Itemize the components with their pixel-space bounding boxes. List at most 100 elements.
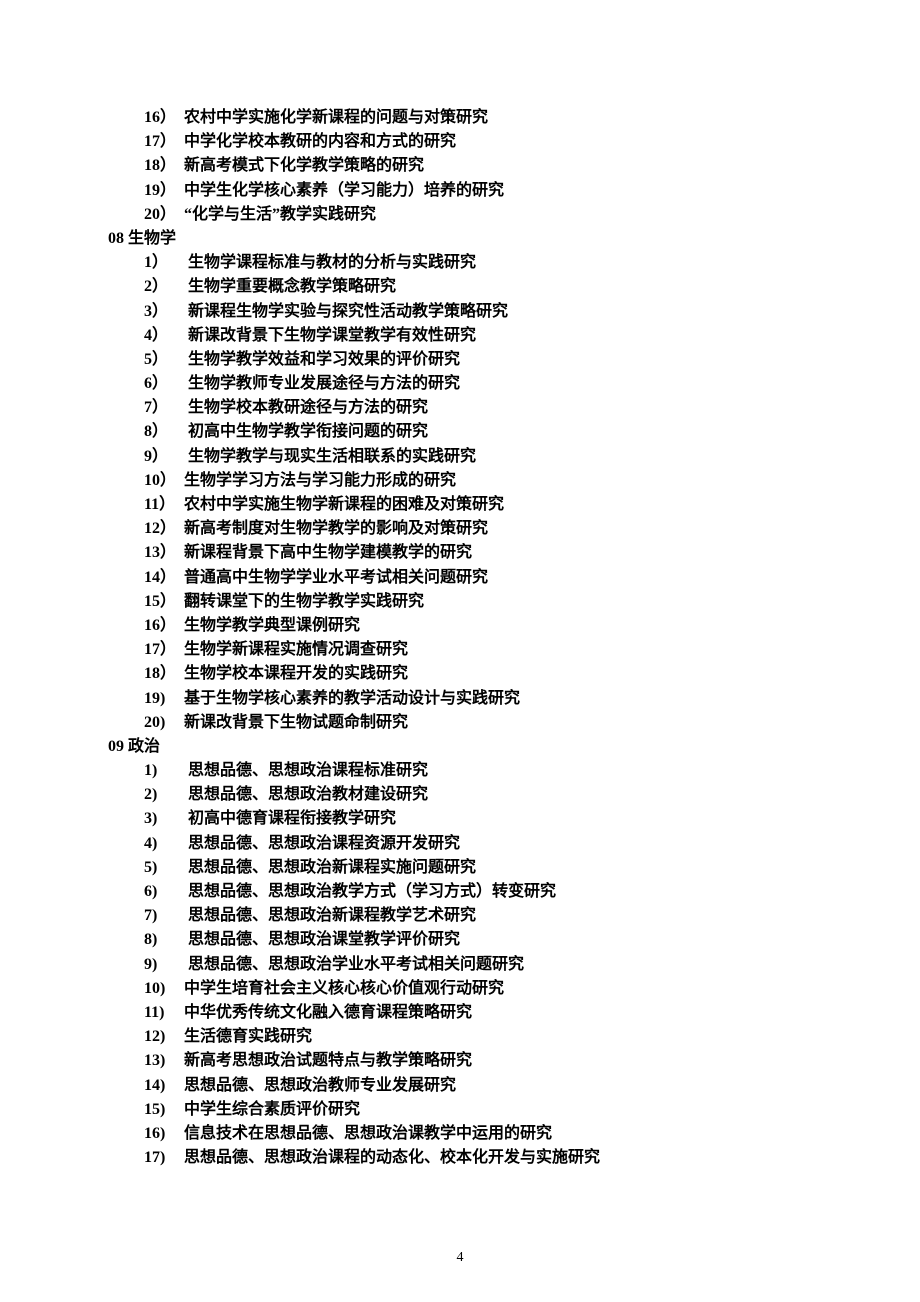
s08-item: 16）生物学教学典型课例研究	[108, 618, 812, 634]
s08-item: 15）翻转课堂下的生物学教学实践研究	[108, 594, 812, 610]
s09-item: 16)信息技术在思想品德、思想政治课教学中运用的研究	[108, 1126, 812, 1142]
s09-item-text: 思想品德、思想政治教学方式（学习方式）转变研究	[188, 884, 556, 900]
intro-item: 16）农村中学实施化学新课程的问题与对策研究	[108, 110, 812, 126]
s09-item: 14)思想品德、思想政治教师专业发展研究	[108, 1078, 812, 1094]
s08-item-number: 9）	[144, 449, 188, 465]
s08-item: 8）初高中生物学教学衔接问题的研究	[108, 424, 812, 440]
s08-item-text: 生物学课程标准与教材的分析与实践研究	[188, 255, 476, 271]
s08-item: 17）生物学新课程实施情况调查研究	[108, 642, 812, 658]
s09-item-number: 12)	[144, 1029, 184, 1045]
s09-item: 11)中华优秀传统文化融入德育课程策略研究	[108, 1005, 812, 1021]
section-08-list: 1）生物学课程标准与教材的分析与实践研究2）生物学重要概念教学策略研究3）新课程…	[108, 255, 812, 731]
s09-item-text: 中学生综合素质评价研究	[184, 1102, 360, 1118]
s09-item-text: 思想品德、思想政治教师专业发展研究	[184, 1078, 456, 1094]
s09-item-number: 10)	[144, 981, 184, 997]
s08-item-text: 初高中生物学教学衔接问题的研究	[188, 424, 428, 440]
s08-item-text: 生物学校本课程开发的实践研究	[184, 666, 408, 682]
s08-item-text: 翻转课堂下的生物学教学实践研究	[184, 594, 424, 610]
s09-item-text: 思想品德、思想政治课程标准研究	[188, 763, 428, 779]
s08-item-number: 5）	[144, 352, 188, 368]
s08-item: 3）新课程生物学实验与探究性活动教学策略研究	[108, 304, 812, 320]
s09-item-number: 8)	[144, 932, 188, 948]
s09-item: 6)思想品德、思想政治教学方式（学习方式）转变研究	[108, 884, 812, 900]
intro-item-text: 新高考模式下化学教学策略的研究	[184, 158, 424, 174]
s08-item-number: 13）	[144, 545, 184, 561]
intro-item-number: 19）	[144, 183, 184, 199]
intro-item-text: 中学化学校本教研的内容和方式的研究	[184, 134, 456, 150]
s08-item-text: 生物学校本教研途径与方法的研究	[188, 400, 428, 416]
intro-item: 18）新高考模式下化学教学策略的研究	[108, 158, 812, 174]
intro-list: 16）农村中学实施化学新课程的问题与对策研究 17）中学化学校本教研的内容和方式的…	[108, 110, 812, 223]
s09-item-number: 15)	[144, 1102, 184, 1118]
s08-item-number: 16）	[144, 618, 184, 634]
section-09-list: 1)思想品德、思想政治课程标准研究2)思想品德、思想政治教材建设研究3)初高中德…	[108, 763, 812, 1166]
section-08-heading: 08 生物学	[108, 231, 812, 247]
s08-item: 18）生物学校本课程开发的实践研究	[108, 666, 812, 682]
s08-item-text: 生物学学习方法与学习能力形成的研究	[184, 473, 456, 489]
s08-item-number: 6）	[144, 376, 188, 392]
s08-item-number: 18）	[144, 666, 184, 682]
s09-item-text: 生活德育实践研究	[184, 1029, 312, 1045]
s08-item-text: 基于生物学核心素养的教学活动设计与实践研究	[184, 691, 520, 707]
s08-item: 11）农村中学实施生物学新课程的困难及对策研究	[108, 497, 812, 513]
s09-item: 5)思想品德、思想政治新课程实施问题研究	[108, 860, 812, 876]
s08-item-number: 1）	[144, 255, 188, 271]
s08-item: 12）新高考制度对生物学教学的影响及对策研究	[108, 521, 812, 537]
s08-item: 13）新课程背景下高中生物学建模教学的研究	[108, 545, 812, 561]
intro-item: 17）中学化学校本教研的内容和方式的研究	[108, 134, 812, 150]
s09-item: 13)新高考思想政治试题特点与教学策略研究	[108, 1053, 812, 1069]
s08-item-number: 14）	[144, 570, 184, 586]
s08-item-number: 2）	[144, 279, 188, 295]
s09-item: 1)思想品德、思想政治课程标准研究	[108, 763, 812, 779]
s09-item-text: 初高中德育课程衔接教学研究	[188, 811, 396, 827]
s09-item-number: 9)	[144, 957, 188, 973]
intro-item-text: “化学与生活”教学实践研究	[184, 207, 376, 223]
s08-item: 7）生物学校本教研途径与方法的研究	[108, 400, 812, 416]
s08-item-number: 4）	[144, 328, 188, 344]
s09-item-text: 思想品德、思想政治新课程教学艺术研究	[188, 908, 476, 924]
s08-item-text: 普通高中生物学学业水平考试相关问题研究	[184, 570, 488, 586]
s08-item: 6）生物学教师专业发展途径与方法的研究	[108, 376, 812, 392]
s09-item: 7)思想品德、思想政治新课程教学艺术研究	[108, 908, 812, 924]
s08-item: 5）生物学教学效益和学习效果的评价研究	[108, 352, 812, 368]
s09-item-text: 信息技术在思想品德、思想政治课教学中运用的研究	[184, 1126, 552, 1142]
s09-item: 2)思想品德、思想政治教材建设研究	[108, 787, 812, 803]
s09-item: 17)思想品德、思想政治课程的动态化、校本化开发与实施研究	[108, 1150, 812, 1166]
s08-item: 20)新课改背景下生物试题命制研究	[108, 715, 812, 731]
s08-item-text: 生物学重要概念教学策略研究	[188, 279, 396, 295]
s08-item-text: 生物学教学典型课例研究	[184, 618, 360, 634]
s08-item-number: 12）	[144, 521, 184, 537]
s09-item: 10)中学生培育社会主义核心核心价值观行动研究	[108, 981, 812, 997]
s08-item: 9）生物学教学与现实生活相联系的实践研究	[108, 449, 812, 465]
s08-item: 4）新课改背景下生物学课堂教学有效性研究	[108, 328, 812, 344]
s08-item: 14）普通高中生物学学业水平考试相关问题研究	[108, 570, 812, 586]
intro-item-text: 农村中学实施化学新课程的问题与对策研究	[184, 110, 488, 126]
s09-item-text: 中学生培育社会主义核心核心价值观行动研究	[184, 981, 504, 997]
s08-item-text: 新课改背景下生物试题命制研究	[184, 715, 408, 731]
s09-item-text: 新高考思想政治试题特点与教学策略研究	[184, 1053, 472, 1069]
intro-item-text: 中学生化学核心素养（学习能力）培养的研究	[184, 183, 504, 199]
s09-item-text: 思想品德、思想政治教材建设研究	[188, 787, 428, 803]
intro-item-number: 17）	[144, 134, 184, 150]
s09-item-number: 5)	[144, 860, 188, 876]
intro-item-number: 20）	[144, 207, 184, 223]
s09-item-number: 3)	[144, 811, 188, 827]
s09-item: 3)初高中德育课程衔接教学研究	[108, 811, 812, 827]
s09-item-text: 思想品德、思想政治课程资源开发研究	[188, 836, 460, 852]
s08-item-text: 生物学教学效益和学习效果的评价研究	[188, 352, 460, 368]
s09-item-number: 2)	[144, 787, 188, 803]
s08-item-number: 3）	[144, 304, 188, 320]
s08-item-text: 新高考制度对生物学教学的影响及对策研究	[184, 521, 488, 537]
section-09-heading: 09 政治	[108, 739, 812, 755]
s08-item-number: 10）	[144, 473, 184, 489]
s09-item-number: 1)	[144, 763, 188, 779]
s08-item-number: 19)	[144, 691, 184, 707]
s09-item-text: 思想品德、思想政治课程的动态化、校本化开发与实施研究	[184, 1150, 600, 1166]
s09-item-number: 17)	[144, 1150, 184, 1166]
s08-item-number: 20)	[144, 715, 184, 731]
s08-item-text: 新课程背景下高中生物学建模教学的研究	[184, 545, 472, 561]
s08-item: 1）生物学课程标准与教材的分析与实践研究	[108, 255, 812, 271]
s09-item-number: 6)	[144, 884, 188, 900]
s09-item-number: 13)	[144, 1053, 184, 1069]
s08-item-text: 生物学新课程实施情况调查研究	[184, 642, 408, 658]
